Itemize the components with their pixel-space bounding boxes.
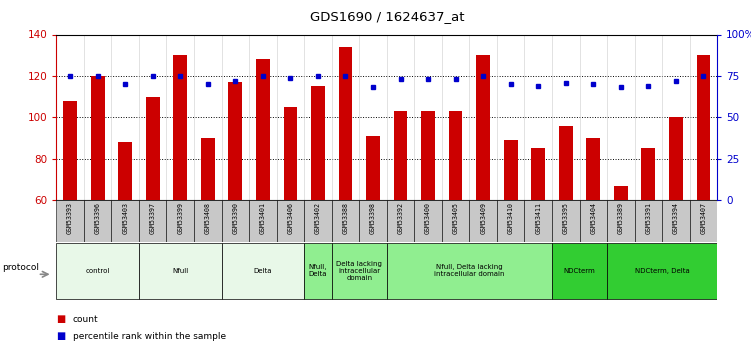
Bar: [167, 200, 194, 242]
Text: GSM53400: GSM53400: [425, 202, 431, 234]
Text: GSM53401: GSM53401: [260, 202, 266, 234]
Text: GSM53398: GSM53398: [370, 202, 376, 234]
Text: GSM53393: GSM53393: [67, 202, 73, 234]
Text: GSM53406: GSM53406: [288, 202, 294, 234]
Bar: [442, 200, 469, 242]
Text: GSM53395: GSM53395: [562, 202, 569, 234]
Bar: [366, 136, 380, 200]
Bar: [339, 47, 352, 200]
Bar: [421, 111, 435, 200]
Bar: [304, 243, 332, 299]
Text: GSM53405: GSM53405: [453, 202, 459, 234]
Bar: [607, 200, 635, 242]
Bar: [56, 243, 139, 299]
Text: GSM53388: GSM53388: [342, 202, 348, 234]
Text: count: count: [73, 315, 98, 324]
Bar: [111, 200, 139, 242]
Bar: [476, 55, 490, 200]
Bar: [139, 200, 167, 242]
Bar: [56, 200, 84, 242]
Bar: [524, 200, 552, 242]
Bar: [256, 59, 270, 200]
Text: GSM53394: GSM53394: [673, 202, 679, 234]
Bar: [276, 200, 304, 242]
Bar: [580, 200, 607, 242]
Bar: [119, 142, 132, 200]
Bar: [469, 200, 497, 242]
Text: NDCterm, Delta: NDCterm, Delta: [635, 268, 689, 274]
Text: protocol: protocol: [2, 263, 39, 272]
Bar: [552, 243, 607, 299]
Bar: [449, 111, 463, 200]
Text: GSM53392: GSM53392: [397, 202, 403, 234]
Text: ■: ■: [56, 332, 65, 341]
Text: GSM53404: GSM53404: [590, 202, 596, 234]
Bar: [614, 186, 628, 200]
Text: GSM53391: GSM53391: [645, 202, 651, 234]
Text: GSM53403: GSM53403: [122, 202, 128, 234]
Bar: [146, 97, 159, 200]
Bar: [139, 243, 222, 299]
Bar: [63, 101, 77, 200]
Text: GSM53407: GSM53407: [701, 202, 707, 234]
Bar: [222, 243, 304, 299]
Text: GSM53409: GSM53409: [480, 202, 486, 234]
Text: percentile rank within the sample: percentile rank within the sample: [73, 332, 226, 341]
Bar: [332, 200, 359, 242]
Bar: [689, 200, 717, 242]
Bar: [84, 200, 111, 242]
Bar: [504, 140, 517, 200]
Text: NDCterm: NDCterm: [564, 268, 596, 274]
Text: Delta: Delta: [254, 268, 272, 274]
Bar: [283, 107, 297, 200]
Text: Nfull, Delta lacking
intracellular domain: Nfull, Delta lacking intracellular domai…: [434, 264, 505, 277]
Bar: [497, 200, 524, 242]
Bar: [201, 138, 215, 200]
Bar: [415, 200, 442, 242]
Text: Nfull,
Delta: Nfull, Delta: [309, 264, 327, 277]
Bar: [228, 82, 242, 200]
Bar: [91, 76, 104, 200]
Text: control: control: [86, 268, 110, 274]
Text: ■: ■: [56, 314, 65, 324]
Text: GSM53402: GSM53402: [315, 202, 321, 234]
Bar: [587, 138, 600, 200]
Bar: [311, 86, 324, 200]
Bar: [607, 243, 717, 299]
Bar: [359, 200, 387, 242]
Text: GSM53411: GSM53411: [535, 202, 541, 234]
Bar: [194, 200, 222, 242]
Bar: [641, 148, 655, 200]
Text: GSM53408: GSM53408: [205, 202, 211, 234]
Bar: [332, 243, 387, 299]
Bar: [662, 200, 689, 242]
Text: GSM53397: GSM53397: [149, 202, 155, 234]
Text: GSM53410: GSM53410: [508, 202, 514, 234]
Bar: [559, 126, 572, 200]
Bar: [249, 200, 276, 242]
Bar: [696, 55, 710, 200]
Text: GSM53389: GSM53389: [618, 202, 624, 234]
Bar: [387, 243, 552, 299]
Bar: [531, 148, 545, 200]
Text: GSM53396: GSM53396: [95, 202, 101, 234]
Text: GSM53390: GSM53390: [232, 202, 238, 234]
Bar: [669, 117, 683, 200]
Bar: [304, 200, 332, 242]
Bar: [635, 200, 662, 242]
Text: Nfull: Nfull: [172, 268, 189, 274]
Bar: [552, 200, 580, 242]
Bar: [394, 111, 407, 200]
Text: GDS1690 / 1624637_at: GDS1690 / 1624637_at: [309, 10, 464, 23]
Bar: [387, 200, 415, 242]
Text: GSM53399: GSM53399: [177, 202, 183, 234]
Bar: [222, 200, 249, 242]
Text: Delta lacking
intracellular
domain: Delta lacking intracellular domain: [336, 261, 382, 281]
Bar: [173, 55, 187, 200]
